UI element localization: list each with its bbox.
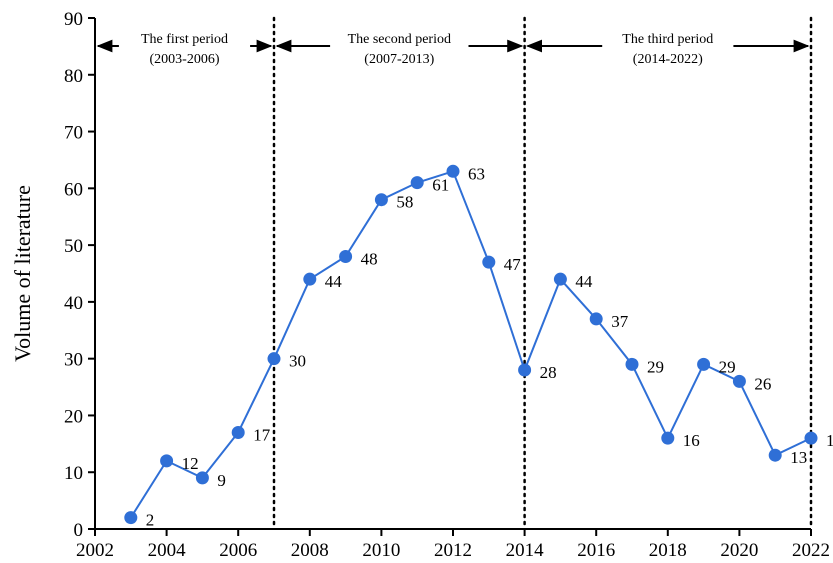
data-label: 61 <box>432 176 449 195</box>
data-point <box>518 363 532 377</box>
axes: 0 10 20 30 40 50 60 70 80 90 2002 2004 2006 2008 2010 2… <box>64 9 830 561</box>
data-labels: 2 12 9 17 30 44 48 58 61 63 47 28 44 37 29 16 29 26 13 16 <box>146 164 833 529</box>
y-tick-label: 60 <box>64 179 83 200</box>
x-tick-label: 2022 <box>792 540 830 561</box>
data-label: 13 <box>790 448 807 467</box>
data-point <box>697 357 711 371</box>
period-name: The second period <box>348 32 451 47</box>
data-point <box>625 357 639 371</box>
data-label: 26 <box>754 374 771 393</box>
data-label: 9 <box>217 471 226 490</box>
y-tick-label: 10 <box>64 463 83 484</box>
data-label: 48 <box>361 249 378 268</box>
y-tick-label: 90 <box>64 9 83 30</box>
data-point <box>446 164 460 178</box>
data-point <box>374 193 388 207</box>
data-label: 29 <box>647 357 664 376</box>
data-label: 29 <box>719 357 736 376</box>
data-point <box>482 255 496 269</box>
x-tick-label: 2004 <box>148 540 187 561</box>
data-label: 17 <box>253 425 271 444</box>
data-point <box>732 374 746 388</box>
series-line <box>129 170 812 519</box>
data-label: 58 <box>396 193 413 212</box>
data-point <box>553 272 567 286</box>
period-range: (2007-2013) <box>364 52 434 67</box>
y-tick-label: 0 <box>74 520 84 541</box>
x-tick-label: 2014 <box>506 540 545 561</box>
period-dividers <box>272 16 813 531</box>
period-annotations: The first period (2003-2006) The second pe… <box>96 32 810 67</box>
period-name: The first period <box>141 32 228 47</box>
data-label: 44 <box>575 272 593 291</box>
y-tick-label: 70 <box>64 123 83 144</box>
data-label: 47 <box>504 255 522 274</box>
data-point <box>339 249 353 263</box>
x-tick-label: 2008 <box>291 540 329 561</box>
x-tick-label: 2002 <box>76 540 114 561</box>
data-label: 28 <box>540 363 557 382</box>
data-point <box>410 176 424 190</box>
data-label: 16 <box>683 431 700 450</box>
x-tick-label: 2016 <box>577 540 615 561</box>
data-label: 2 <box>146 511 155 530</box>
series <box>124 164 818 525</box>
data-point <box>267 352 281 366</box>
data-label: 37 <box>611 312 629 331</box>
data-point <box>804 431 818 445</box>
data-point <box>231 425 245 439</box>
y-tick-label: 80 <box>64 66 83 87</box>
data-point <box>303 272 317 286</box>
data-label: 63 <box>468 164 485 183</box>
data-point <box>195 471 209 485</box>
period-range: (2014-2022) <box>633 52 703 67</box>
data-label: 30 <box>289 352 306 371</box>
data-label: 16 <box>826 431 833 450</box>
y-axis-title: Volume of literature <box>10 185 35 362</box>
x-tick-label: 2010 <box>362 540 400 561</box>
data-label: 44 <box>325 272 343 291</box>
x-tick-label: 2018 <box>649 540 687 561</box>
data-point <box>589 312 603 326</box>
y-tick-label: 20 <box>64 406 83 427</box>
data-point <box>768 448 782 462</box>
y-tick-label: 40 <box>64 293 83 314</box>
data-point <box>160 454 174 468</box>
y-tick-label: 30 <box>64 350 83 371</box>
y-tick-label: 50 <box>64 236 83 257</box>
x-tick-label: 2020 <box>720 540 758 561</box>
data-label: 12 <box>182 454 199 473</box>
data-point <box>661 431 675 445</box>
data-point <box>124 511 138 525</box>
x-tick-label: 2012 <box>434 540 472 561</box>
period-range: (2003-2006) <box>150 52 220 67</box>
period-name: The third period <box>622 32 713 47</box>
x-tick-label: 2006 <box>219 540 257 561</box>
